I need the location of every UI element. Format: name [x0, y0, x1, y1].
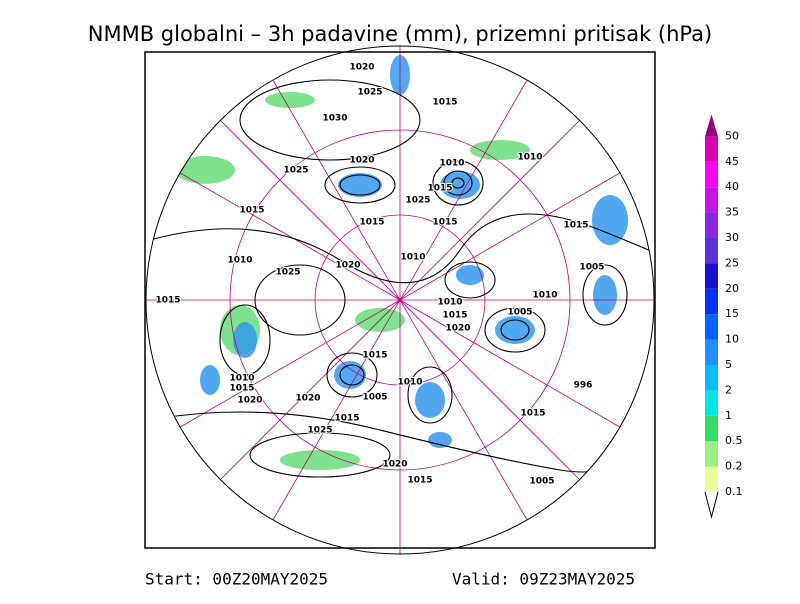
isobar-label: 1020	[295, 394, 320, 404]
colorbar-extend-top	[705, 114, 718, 137]
colorbar-segment	[705, 441, 718, 467]
isobar-label: 1010	[439, 159, 464, 169]
colorbar-extend-bottom	[704, 491, 719, 519]
isobar-label: 1025	[307, 426, 332, 436]
colorbar-label: 0.5	[725, 434, 743, 447]
isobar-label: 1015	[432, 218, 457, 228]
colorbar-segment	[705, 415, 718, 442]
colorbar-segment	[705, 365, 718, 391]
colorbar-segment	[705, 339, 718, 365]
colorbar-segment	[705, 136, 718, 162]
isobar-label: 1010	[400, 253, 425, 263]
isobar-label: 1015	[563, 221, 588, 231]
colorbar-label: 10	[725, 333, 739, 346]
isobar-label: 1010	[517, 153, 542, 163]
isobar-label: 1025	[275, 268, 300, 278]
colorbar-segment	[705, 314, 718, 340]
title: NMMB globalni – 3h padavine (mm), prizem…	[88, 22, 712, 46]
isobar-label: 1025	[283, 166, 308, 176]
colorbar-label: 35	[725, 206, 739, 219]
isobar-label: 1015	[359, 218, 384, 228]
isobar-label: 1020	[445, 324, 470, 334]
colorbar-segment	[705, 263, 718, 289]
colorbar-segment	[705, 161, 718, 188]
colorbar-label: 20	[725, 282, 739, 295]
start-time: Start: 00Z20MAY2025	[145, 570, 328, 589]
isobar-label: 1015	[362, 351, 387, 361]
valid-time: Valid: 09Z23MAY2025	[452, 570, 635, 589]
isobar-label: 1015	[427, 184, 452, 194]
isobar-label: 1015	[334, 414, 359, 424]
colorbar-label: 25	[725, 256, 739, 269]
isobar-label: 1005	[579, 263, 604, 273]
isobar-label: 1010	[532, 291, 557, 301]
isobar-label: 1025	[357, 88, 382, 98]
colorbar-label: 45	[725, 155, 739, 168]
isobar-label: 1020	[349, 156, 374, 166]
isobar-label: 1005	[507, 308, 532, 318]
colorbar-label: 2	[725, 383, 732, 396]
colorbar-segment	[705, 390, 718, 416]
isobar-label: 1025	[405, 196, 430, 206]
map-edge	[145, 45, 655, 555]
colorbar-label: 1	[725, 409, 732, 422]
isobar-label: 1015	[229, 384, 254, 394]
isobar-label: 1015	[520, 409, 545, 419]
isobar-label: 1030	[322, 114, 347, 124]
isobar-label: 1015	[442, 311, 467, 321]
isobar-label: 996	[574, 381, 593, 391]
map	[146, 46, 654, 554]
colorbar-label: 40	[725, 180, 739, 193]
colorbar-label: 5	[725, 358, 732, 371]
isobar-label: 1015	[432, 98, 457, 108]
colorbar-label: 15	[725, 307, 739, 320]
colorbar-label: 50	[725, 129, 739, 142]
isobar-label: 1005	[529, 477, 554, 487]
isobar-label: 1015	[239, 206, 264, 216]
colorbar-segment	[705, 466, 718, 492]
isobar-label: 1010	[227, 256, 252, 266]
colorbar-label: 0.1	[725, 485, 743, 498]
isobar-label: 1010	[229, 374, 254, 384]
isobar-label: 1020	[349, 63, 374, 73]
colorbar-segment	[705, 238, 718, 264]
colorbar-label: 30	[725, 231, 739, 244]
colorbar-segment	[705, 212, 718, 238]
colorbar-segment	[705, 187, 718, 213]
isobar-label: 1005	[362, 393, 387, 403]
isobar-label: 1015	[155, 296, 180, 306]
colorbar-segment	[705, 288, 718, 315]
isobar-label: 1010	[397, 378, 422, 388]
isobar-label: 1020	[237, 396, 262, 406]
colorbar-label: 0.2	[725, 460, 743, 473]
isobar-label: 1020	[382, 460, 407, 470]
isobar-label: 1010	[437, 298, 462, 308]
isobar-label: 1015	[407, 476, 432, 486]
isobar-label: 1020	[335, 261, 360, 271]
